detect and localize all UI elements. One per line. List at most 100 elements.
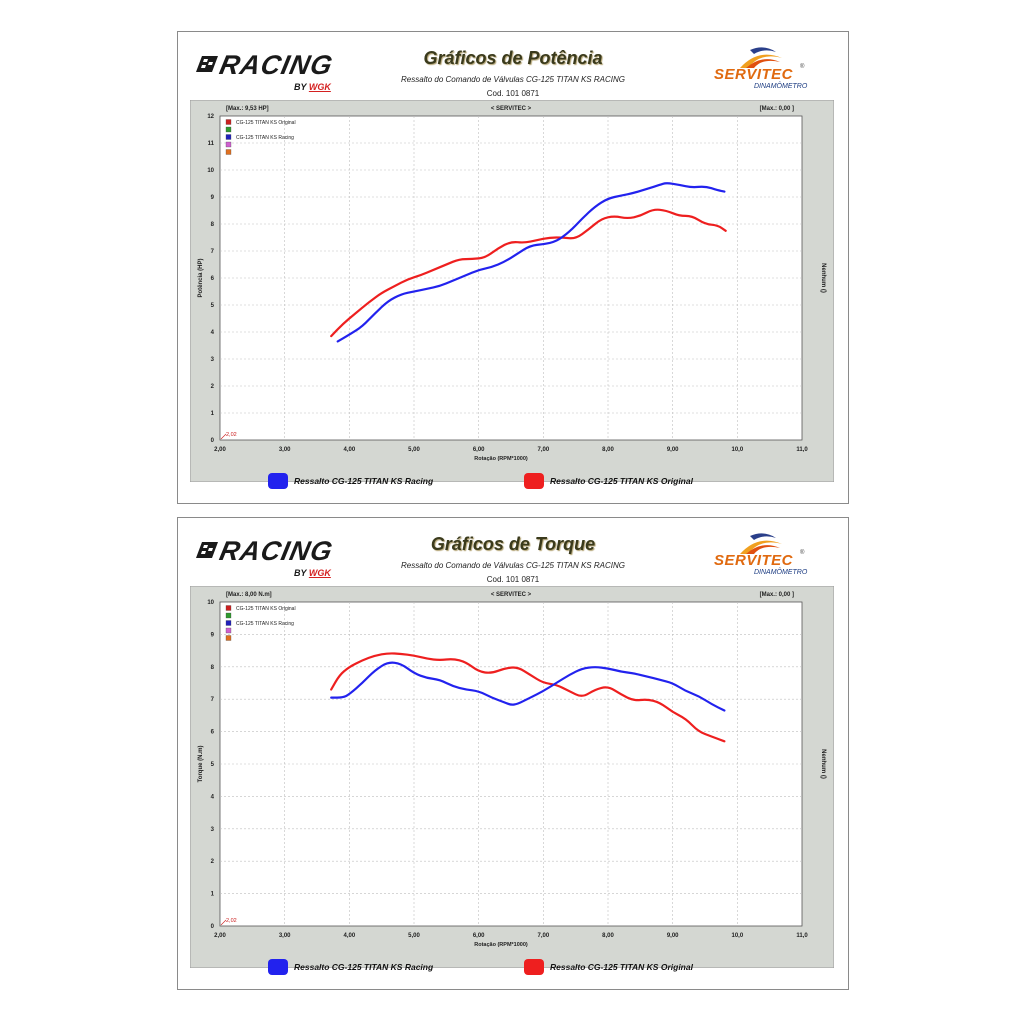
servitec-center-label: < SERVITEC > bbox=[491, 106, 532, 112]
y-tick-label: 7 bbox=[211, 249, 215, 255]
legend-label-racing: Ressalto CG-125 TITAN KS Racing bbox=[294, 476, 434, 486]
legend-label-original: Ressalto CG-125 TITAN KS Original bbox=[550, 962, 693, 972]
series-line-racing bbox=[330, 661, 726, 712]
servitec-logo: SERVITEC ® DINAMÔMETRO bbox=[708, 532, 818, 582]
legend-item-original: Ressalto CG-125 TITAN KS Original bbox=[524, 473, 693, 489]
product-code: Cod. 101 0871 bbox=[486, 575, 540, 584]
legend-label-racing: Ressalto CG-125 TITAN KS Racing bbox=[294, 962, 434, 972]
y-tick-label: 5 bbox=[211, 303, 215, 309]
plot-area bbox=[219, 115, 803, 441]
x-tick-label: 2,00 bbox=[214, 447, 226, 453]
y-tick-label: 11 bbox=[208, 141, 215, 147]
x-tick-label: 4,00 bbox=[343, 447, 355, 453]
right-max-label: [Max.: 0,00 ] bbox=[760, 592, 794, 598]
plot-area bbox=[219, 601, 803, 927]
x-axis-label: Rotação (RPM*1000) bbox=[474, 456, 528, 462]
inner-legend-swatch bbox=[225, 119, 232, 125]
racing-wgk-logo: RACING BY WGK bbox=[196, 50, 356, 96]
registered-mark: ® bbox=[800, 550, 805, 556]
racing-wgk-logo: RACING BY WGK bbox=[196, 536, 356, 582]
legend-swatch-racing bbox=[268, 473, 288, 489]
x-tick-label: 3,00 bbox=[279, 447, 291, 453]
x-tick-label: 5,00 bbox=[408, 933, 420, 939]
servitec-logo: SERVITEC ® DINAMÔMETRO bbox=[708, 46, 818, 96]
inner-legend-swatch bbox=[225, 149, 232, 155]
inner-legend-swatch bbox=[225, 627, 232, 634]
x-tick-label: 3,00 bbox=[279, 933, 291, 939]
product-code: Cod. 101 0871 bbox=[486, 89, 540, 98]
racing-logo-sub: BY WGK bbox=[294, 568, 331, 578]
checkered-flag-icon bbox=[196, 56, 218, 72]
y-tick-label: 8 bbox=[211, 222, 215, 228]
inner-legend-swatch bbox=[225, 605, 232, 611]
series-line-original bbox=[330, 208, 727, 338]
x-tick-label: 7,00 bbox=[537, 933, 549, 939]
inner-legend-label: CG-125 TITAN KS Racing bbox=[236, 621, 294, 627]
corner-label: 2,02 bbox=[226, 918, 237, 924]
x-tick-label: 6,00 bbox=[473, 933, 485, 939]
x-tick-label: 4,00 bbox=[343, 933, 355, 939]
y-axis-label: Torque (N.m) bbox=[198, 746, 204, 783]
legend-swatch-original bbox=[524, 959, 544, 975]
series-line-original bbox=[330, 652, 726, 743]
y-axis-label: Potência (HP) bbox=[198, 258, 204, 297]
right-axis-label: Nenhum () bbox=[820, 263, 826, 293]
x-tick-label: 8,00 bbox=[602, 447, 614, 453]
checkered-flag-icon bbox=[196, 542, 218, 558]
inner-legend-swatch bbox=[225, 635, 232, 641]
inner-legend-swatch bbox=[225, 126, 232, 133]
x-tick-label: 9,00 bbox=[667, 933, 679, 939]
servitec-logo-text: SERVITEC bbox=[714, 66, 794, 83]
y-tick-label: 8 bbox=[211, 665, 215, 671]
series-line-racing bbox=[336, 182, 726, 343]
inner-legend-label: CG-125 TITAN KS Original bbox=[236, 120, 296, 126]
y-tick-label: 3 bbox=[211, 827, 215, 833]
y-tick-label: 9 bbox=[211, 195, 215, 201]
x-tick-label: 5,00 bbox=[408, 447, 420, 453]
corner-label: 2,02 bbox=[226, 432, 237, 438]
x-tick-label: 8,00 bbox=[602, 933, 614, 939]
legend-item-original: Ressalto CG-125 TITAN KS Original bbox=[524, 959, 693, 975]
y-tick-label: 3 bbox=[211, 357, 215, 363]
corner-mark bbox=[220, 919, 227, 926]
torque-chart-panel: RACING BY WGK Gráficos de Torque Ressalt… bbox=[177, 517, 849, 990]
racing-logo-sub: BY WGK bbox=[294, 82, 331, 92]
max-label: [Max.: 9,53 HP] bbox=[226, 106, 269, 112]
inner-legend-label: CG-125 TITAN KS Racing bbox=[236, 135, 294, 141]
power-chart-panel: RACING BY WGK Gráficos de Potência Ressa… bbox=[177, 31, 849, 504]
power-chart: [Max.: 9,53 HP] < SERVITEC > [Max.: 0,00 ]… bbox=[190, 100, 834, 482]
x-tick-label: 6,00 bbox=[473, 447, 485, 453]
y-tick-label: 2 bbox=[211, 859, 215, 865]
y-tick-label: 1 bbox=[211, 411, 215, 417]
y-tick-label: 7 bbox=[211, 697, 215, 703]
servitec-center-label: < SERVITEC > bbox=[491, 592, 532, 598]
chart-title: Gráficos de Potência bbox=[423, 48, 603, 68]
right-axis-label: Nenhum () bbox=[820, 749, 826, 779]
torque-chart: [Max.: 8,00 N.m] < SERVITEC > [Max.: 0,00 … bbox=[190, 586, 834, 968]
servitec-logo-text: SERVITEC bbox=[714, 552, 794, 569]
max-label: [Max.: 8,00 N.m] bbox=[226, 592, 272, 598]
y-tick-label: 1 bbox=[211, 892, 215, 898]
x-axis-label: Rotação (RPM*1000) bbox=[474, 942, 528, 948]
legend-label-original: Ressalto CG-125 TITAN KS Original bbox=[550, 476, 693, 486]
inner-legend-swatch bbox=[225, 141, 232, 148]
inner-legend-swatch bbox=[225, 612, 232, 619]
x-tick-label: 9,00 bbox=[667, 447, 679, 453]
servitec-swoosh-icon bbox=[740, 533, 782, 554]
y-tick-label: 4 bbox=[211, 794, 215, 800]
y-tick-label: 12 bbox=[207, 114, 214, 120]
x-tick-label: 11,0 bbox=[796, 447, 808, 453]
inner-legend-label: CG-125 TITAN KS Original bbox=[236, 606, 296, 612]
legend-swatch-original bbox=[524, 473, 544, 489]
chart-subtitle: Ressalto do Comando de Válvulas CG-125 T… bbox=[401, 561, 625, 570]
y-tick-label: 2 bbox=[211, 384, 215, 390]
registered-mark: ® bbox=[800, 64, 805, 70]
servitec-logo-sub: DINAMÔMETRO bbox=[754, 569, 808, 576]
legend-item-racing: Ressalto CG-125 TITAN KS Racing bbox=[268, 959, 433, 975]
y-tick-label: 10 bbox=[207, 168, 214, 174]
x-tick-label: 7,00 bbox=[537, 447, 549, 453]
x-tick-label: 10,0 bbox=[731, 933, 743, 939]
x-tick-label: 11,0 bbox=[796, 933, 808, 939]
x-tick-label: 2,00 bbox=[214, 933, 226, 939]
chart-subtitle: Ressalto do Comando de Válvulas CG-125 T… bbox=[401, 75, 625, 84]
